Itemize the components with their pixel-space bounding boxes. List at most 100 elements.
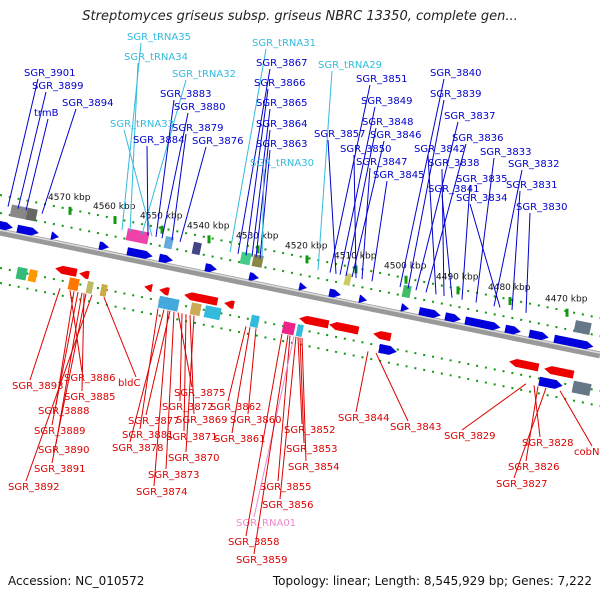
feature-block[interactable] [203, 305, 222, 321]
gene-label-bottom[interactable]: SGR_3885 [64, 392, 116, 403]
gene-label-top[interactable]: SGR_3901 [24, 68, 76, 79]
gene-label-bottom[interactable]: SGR_3854 [288, 462, 340, 473]
gene-label-bottom[interactable]: SGR_3853 [286, 444, 338, 455]
gene-label-top[interactable]: SGR_3849 [361, 96, 413, 107]
feature-block[interactable] [251, 254, 264, 268]
gene-label-top[interactable]: SGR_3839 [430, 89, 482, 100]
gene-label-top[interactable]: SGR_3833 [480, 147, 532, 158]
forward-gene-arrow[interactable] [400, 303, 410, 312]
reverse-gene-arrow[interactable] [372, 330, 392, 342]
reverse-gene-arrow[interactable] [183, 291, 219, 306]
forward-gene-arrow[interactable] [464, 316, 501, 332]
forward-gene-arrow[interactable] [328, 288, 341, 299]
reverse-gene-arrow[interactable] [78, 269, 90, 280]
gene-label-top[interactable]: SGR_3848 [362, 117, 414, 128]
gene-label-top[interactable]: SGR_3834 [456, 193, 508, 204]
forward-gene-arrow[interactable] [378, 343, 397, 356]
feature-block[interactable] [157, 295, 180, 312]
feature-block[interactable] [249, 314, 260, 329]
gene-label-bottom[interactable]: SGR_3886 [64, 373, 116, 384]
gene-label-bottom[interactable]: SGR_3891 [34, 464, 86, 475]
forward-gene-arrow[interactable] [538, 376, 563, 391]
gene-label-bottom[interactable]: SGR_3860 [230, 415, 282, 426]
gene-label-bottom[interactable]: SGR_3877 [128, 416, 180, 427]
gene-label-top[interactable]: SGR_3866 [254, 78, 306, 89]
feature-block[interactable] [85, 281, 94, 295]
gene-label-top[interactable]: SGR_3831 [506, 180, 558, 191]
gene-label-top[interactable]: SGR_3835 [456, 174, 508, 185]
gene-label-bottom[interactable]: SGR_3892 [8, 482, 60, 493]
feature-block[interactable] [15, 266, 28, 281]
reverse-gene-arrow[interactable] [223, 299, 235, 309]
gene-label-top[interactable]: SGR_tRNA29 [318, 60, 382, 71]
forward-gene-arrow[interactable] [444, 312, 461, 323]
gene-label-top[interactable]: SGR_tRNA33 [110, 119, 174, 130]
gene-label-top[interactable]: SGR_3840 [430, 68, 482, 79]
gene-label-bottom[interactable]: SGR_3856 [262, 500, 314, 511]
gene-label-bottom[interactable]: cobN [574, 447, 599, 458]
forward-gene-arrow[interactable] [204, 263, 217, 273]
feature-block[interactable] [163, 236, 174, 250]
gene-label-top[interactable]: SGR_3883 [160, 89, 212, 100]
gene-label-top[interactable]: SGR_tRNA30 [250, 158, 314, 169]
gene-label-top[interactable]: SGR_3842 [414, 144, 466, 155]
gene-label-bottom[interactable]: SGR_3878 [112, 443, 164, 454]
feature-block[interactable] [401, 284, 412, 299]
gene-label-top[interactable]: SGR_3879 [172, 123, 224, 134]
feature-block[interactable] [67, 277, 80, 292]
forward-gene-arrow[interactable] [248, 272, 259, 282]
gene-label-bottom[interactable]: SGR_3844 [338, 413, 390, 424]
gene-label-top[interactable]: SGR_3850 [340, 144, 392, 155]
gene-label-bottom[interactable]: SGR_3893 [12, 381, 64, 392]
gene-label-bottom[interactable]: SGR_3828 [522, 438, 574, 449]
feature-block[interactable] [25, 207, 38, 222]
gene-label-top[interactable]: SGR_3899 [32, 81, 84, 92]
gene-label-bottom[interactable]: SGR_3890 [38, 445, 90, 456]
forward-gene-arrow[interactable] [16, 224, 39, 237]
gene-label-bottom[interactable]: SGR_3873 [148, 470, 200, 481]
gene-label-top[interactable]: SGR_3867 [256, 58, 308, 69]
gene-label-top[interactable]: SGR_3830 [516, 202, 568, 213]
gene-label-bottom[interactable]: SGR_3874 [136, 487, 188, 498]
feature-block[interactable] [189, 302, 202, 317]
forward-gene-arrow[interactable] [358, 294, 368, 304]
feature-block[interactable] [343, 272, 352, 286]
feature-block[interactable] [191, 241, 202, 256]
gene-label-top[interactable]: SGR_3841 [428, 184, 480, 195]
gene-label-bottom[interactable]: SGR_3862 [210, 402, 262, 413]
forward-gene-arrow[interactable] [50, 231, 60, 241]
gene-label-top[interactable]: SGR_3863 [256, 139, 308, 150]
feature-block[interactable] [295, 324, 304, 338]
gene-label-bottom[interactable]: SGR_3881 [122, 430, 174, 441]
gene-label-bottom[interactable]: SGR_3875 [174, 388, 226, 399]
gene-label-top[interactable]: SGR_3884 [133, 135, 185, 146]
gene-label-bottom[interactable]: SGR_3889 [34, 426, 86, 437]
gene-label-bottom[interactable]: SGR_3869 [176, 415, 228, 426]
gene-label-bottom[interactable]: SGR_3855 [260, 482, 312, 493]
gene-label-top[interactable]: SGR_3851 [356, 74, 408, 85]
gene-label-bottom[interactable]: SGR_3872 [162, 402, 214, 413]
gene-label-top[interactable]: SGR_3847 [356, 157, 408, 168]
reverse-gene-arrow[interactable] [328, 321, 360, 335]
reverse-gene-arrow[interactable] [143, 283, 153, 293]
gene-label-top[interactable]: SGR_3845 [373, 170, 425, 181]
gene-label-bottom[interactable]: SGR_3871 [166, 432, 218, 443]
reverse-gene-arrow[interactable] [54, 264, 78, 277]
gene-label-top[interactable]: SGR_3837 [444, 111, 496, 122]
gene-label-top[interactable]: SGR_3857 [314, 129, 366, 140]
reverse-gene-arrow[interactable] [508, 358, 540, 372]
feature-block[interactable] [571, 380, 592, 397]
gene-label-top[interactable]: SGR_3836 [452, 133, 504, 144]
gene-label-top[interactable]: SGR_3864 [256, 119, 308, 130]
feature-block[interactable] [27, 269, 38, 283]
gene-label-bottom[interactable]: SGR_RNA01 [236, 518, 296, 529]
gene-label-top[interactable]: SGR_3894 [62, 98, 114, 109]
forward-gene-arrow[interactable] [528, 329, 549, 342]
gene-label-top[interactable]: SGR_3880 [174, 102, 226, 113]
gene-label-top[interactable]: SGR_3838 [428, 158, 480, 169]
gene-label-top[interactable]: SGR_3846 [370, 130, 422, 141]
feature-block[interactable] [239, 251, 252, 266]
gene-label-bottom[interactable]: SGR_3888 [38, 406, 90, 417]
gene-label-top[interactable]: SGR_3832 [508, 159, 560, 170]
gene-label-top[interactable]: SGR_tRNA35 [127, 32, 191, 43]
